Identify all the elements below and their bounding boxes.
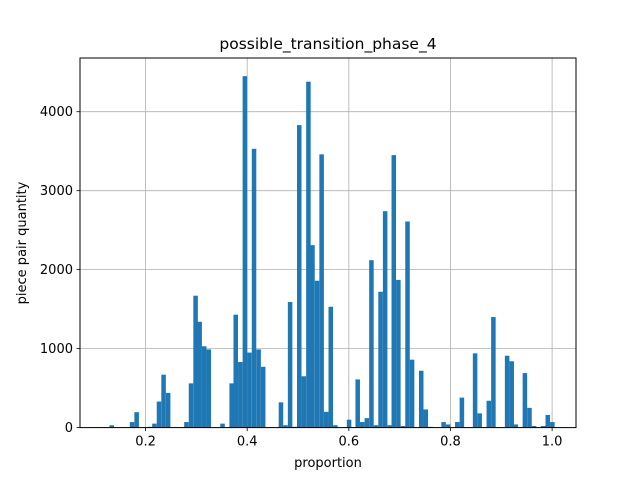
y-tick-label: 2000	[40, 263, 73, 278]
histogram-bar	[355, 379, 360, 428]
histogram-bar	[152, 423, 157, 428]
histogram-bar	[509, 361, 514, 428]
x-tick-label: 0.4	[237, 435, 258, 450]
histogram-bar	[527, 407, 532, 428]
histogram-bar	[229, 383, 234, 428]
histogram-bar	[346, 419, 352, 428]
histogram-bar	[423, 409, 429, 428]
histogram-bar	[197, 321, 202, 428]
histogram-bar	[504, 355, 510, 428]
histogram-bar	[188, 383, 194, 428]
axes-frame	[79, 57, 577, 429]
x-tick-label: 0.6	[338, 435, 359, 450]
histogram-bar	[184, 422, 189, 428]
histogram-bar	[522, 373, 528, 428]
x-tick-label: 1.0	[542, 435, 563, 450]
histogram-bar	[242, 76, 248, 428]
histogram-bar	[382, 211, 388, 428]
histogram-bar	[405, 221, 410, 428]
plot-area	[80, 58, 576, 428]
ticks: 0.2 0.4 0.6 0.8 1.0 0 1000 2000 3000 4000	[40, 105, 563, 449]
y-tick-label: 4000	[40, 105, 73, 120]
histogram-bar	[206, 349, 212, 428]
histogram-bar	[220, 423, 225, 428]
bars	[109, 76, 555, 428]
histogram-bar	[513, 424, 519, 428]
histogram-bar	[441, 422, 446, 428]
histogram-bar	[472, 353, 478, 428]
histogram-bar	[378, 291, 383, 428]
histogram-bar	[486, 400, 492, 428]
histogram-bar	[387, 425, 392, 428]
histogram-bar	[531, 426, 537, 428]
histogram-bar	[256, 349, 261, 428]
histogram-bar	[156, 401, 162, 428]
histogram-bar	[459, 397, 465, 428]
histogram-bar	[306, 81, 311, 428]
histogram-bar	[409, 359, 415, 428]
y-tick-label: 1000	[40, 342, 73, 357]
histogram-bar	[455, 422, 460, 428]
histogram-bar	[193, 295, 198, 428]
histogram-bar	[301, 376, 307, 428]
histogram-bar	[328, 306, 334, 428]
histogram-bar	[278, 402, 284, 428]
histogram-bar	[109, 425, 114, 428]
histogram-bar	[297, 125, 302, 428]
histogram-bar	[201, 346, 207, 428]
histogram-bar	[445, 424, 451, 428]
histogram-bar	[323, 411, 329, 428]
histogram-bar	[540, 426, 546, 428]
histogram-bar	[396, 279, 401, 428]
histogram-bar	[491, 317, 496, 428]
histogram-bar	[545, 414, 551, 428]
histogram-bar	[369, 260, 374, 428]
x-axis-label: proportion	[294, 456, 362, 471]
chart-title: possible_transition_phase_4	[219, 35, 436, 54]
histogram-bar	[477, 413, 482, 428]
histogram-bar	[418, 370, 424, 428]
histogram-bar	[233, 314, 238, 428]
x-tick-label: 0.8	[440, 435, 461, 450]
histogram-bar	[247, 352, 252, 428]
histogram-bar	[360, 422, 365, 428]
histogram-bar	[165, 392, 171, 428]
histogram-bar	[319, 154, 324, 428]
histogram-bar	[134, 412, 139, 428]
histogram-bar	[251, 148, 257, 428]
histogram-bar	[550, 422, 555, 428]
y-tick-label: 0	[65, 421, 73, 436]
histogram-bar	[260, 366, 266, 428]
histogram-bar	[314, 280, 320, 428]
x-tick-label: 0.2	[135, 435, 156, 450]
histogram-bar	[391, 155, 397, 428]
histogram-bar	[287, 302, 293, 428]
histogram-bar	[373, 425, 379, 428]
histogram-bar	[400, 426, 406, 428]
histogram-bar	[283, 425, 288, 428]
y-tick-label: 3000	[40, 184, 73, 199]
histogram-bar	[310, 245, 315, 428]
histogram-bar	[364, 418, 370, 428]
histogram-bar	[129, 422, 135, 428]
histogram-bar	[238, 362, 243, 428]
histogram-bar	[161, 374, 166, 428]
histogram-bar	[333, 425, 338, 428]
y-axis-label: piece pair quantity	[15, 181, 30, 304]
